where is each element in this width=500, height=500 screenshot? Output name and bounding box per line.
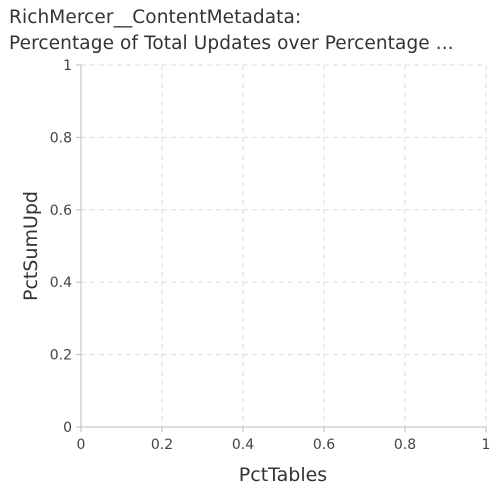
y-tick-label: 0 bbox=[63, 420, 72, 436]
grid bbox=[81, 64, 487, 427]
x-tick-label: 0.4 bbox=[232, 437, 254, 453]
y-axis-title: PctSumUpd bbox=[20, 191, 42, 301]
x-tick-label: 0.2 bbox=[151, 437, 173, 453]
y-tick-label: 0.8 bbox=[50, 130, 72, 146]
y-tick-label: 0.6 bbox=[50, 203, 72, 219]
tick-labels: 0 0.2 0.4 0.6 0.8 1 0 0.2 0.4 0.6 0.8 1 bbox=[50, 58, 491, 453]
x-axis-title: PctTables bbox=[239, 464, 327, 486]
x-tick-label: 0.8 bbox=[394, 437, 416, 453]
axes bbox=[76, 64, 487, 432]
chart-title-line-2: Percentage of Total Updates over Percent… bbox=[9, 33, 454, 54]
x-tick-label: 0.6 bbox=[313, 437, 335, 453]
y-tick-label: 0.4 bbox=[50, 275, 72, 291]
y-tick-label: 0.2 bbox=[50, 348, 72, 364]
x-tick-label: 0 bbox=[77, 437, 86, 453]
y-tick-label: 1 bbox=[63, 58, 72, 74]
chart-title-line-1: RichMercer__ContentMetadata: bbox=[9, 7, 302, 28]
x-tick-label: 1 bbox=[482, 437, 491, 453]
